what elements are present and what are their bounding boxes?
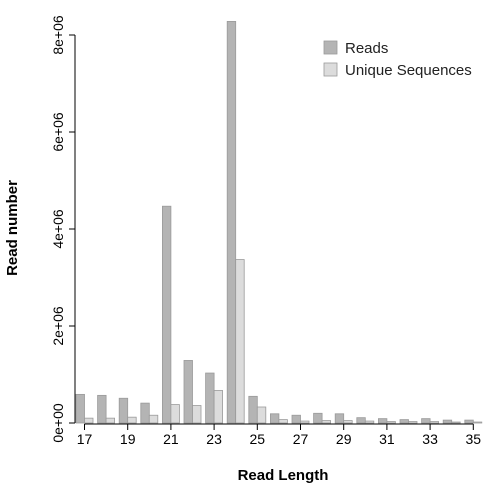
x-tick-label: 23 xyxy=(206,431,222,447)
x-tick-label: 31 xyxy=(379,431,395,447)
bar-reads-27 xyxy=(291,414,301,424)
y-tick-label: 4e+06 xyxy=(50,209,66,249)
x-tick-label: 19 xyxy=(120,431,136,447)
x-tick-label: 29 xyxy=(336,431,352,447)
x-tick-label: 21 xyxy=(163,431,179,447)
legend: Reads Unique Sequences xyxy=(323,40,472,79)
bar-unique-35 xyxy=(472,421,483,424)
bar-unique-29 xyxy=(343,420,353,424)
x-tick-label: 27 xyxy=(293,431,309,447)
legend-label-reads: Reads xyxy=(345,40,388,57)
bar-reads-33 xyxy=(421,418,431,424)
bar-reads-25 xyxy=(248,395,258,424)
bar-reads-17 xyxy=(75,393,85,424)
y-tick-label: 8e+06 xyxy=(50,15,66,55)
bar-unique-18 xyxy=(105,417,115,424)
bars-group xyxy=(75,21,483,424)
bar-unique-23 xyxy=(213,390,224,424)
bar-reads-35 xyxy=(464,419,474,424)
bar-reads-30 xyxy=(356,417,366,424)
bar-unique-27 xyxy=(300,420,310,424)
bar-reads-22 xyxy=(183,360,193,424)
bar-unique-20 xyxy=(148,414,159,424)
bar-unique-24 xyxy=(235,259,245,424)
x-tick-label: 35 xyxy=(466,431,482,447)
y-axis-title: Read number xyxy=(4,180,21,276)
y-tick-label: 6e+06 xyxy=(50,112,66,152)
bar-unique-28 xyxy=(321,420,332,424)
bar-reads-29 xyxy=(334,413,345,424)
x-tick-label: 17 xyxy=(77,431,93,447)
bar-reads-26 xyxy=(269,413,280,424)
bar-reads-21 xyxy=(161,205,172,424)
bar-unique-31 xyxy=(386,421,396,424)
bar-unique-17 xyxy=(84,417,94,424)
bar-reads-23 xyxy=(205,372,215,424)
bar-reads-20 xyxy=(140,402,150,424)
bar-unique-22 xyxy=(192,405,202,424)
legend-swatch-reads xyxy=(323,40,338,55)
bar-reads-24 xyxy=(226,21,237,424)
bar-unique-30 xyxy=(364,420,375,424)
y-axis: 0e+00 2e+06 4e+06 6e+06 8e+06 xyxy=(50,15,76,443)
bar-unique-32 xyxy=(408,421,418,424)
bar-unique-26 xyxy=(278,419,288,424)
legend-label-unique: Unique Sequences xyxy=(345,62,472,79)
x-axis: 17 19 21 23 25 27 29 31 33 35 xyxy=(77,423,482,447)
bar-reads-28 xyxy=(313,412,323,424)
x-tick-label: 33 xyxy=(422,431,438,447)
bar-unique-21 xyxy=(170,404,180,424)
bar-reads-19 xyxy=(118,397,129,424)
bar-reads-31 xyxy=(377,418,388,424)
x-axis-title: Read Length xyxy=(238,467,329,484)
bar-unique-34 xyxy=(451,421,461,424)
bar-reads-34 xyxy=(442,419,453,424)
y-tick-label: 2e+06 xyxy=(50,306,66,346)
bar-unique-25 xyxy=(256,406,267,424)
bar-unique-19 xyxy=(127,416,137,424)
bar-reads-32 xyxy=(399,419,409,424)
x-tick-label: 25 xyxy=(250,431,266,447)
y-tick-label: 0e+00 xyxy=(50,403,66,443)
bar-reads-18 xyxy=(97,394,107,424)
bar-unique-33 xyxy=(429,421,440,424)
legend-swatch-unique xyxy=(323,62,338,77)
